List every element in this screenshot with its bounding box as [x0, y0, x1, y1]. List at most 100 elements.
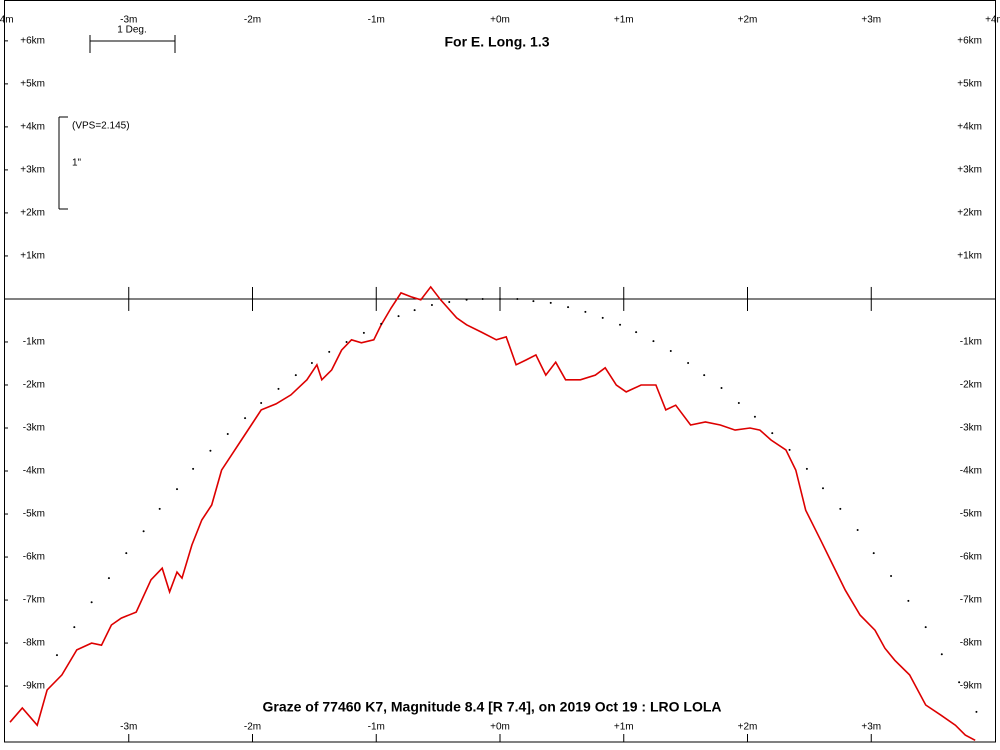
- mean-limb-dot: [294, 374, 297, 377]
- y-tick-label: +1km: [957, 251, 982, 262]
- arcsec-label: 1": [72, 158, 82, 169]
- x-tick-label: -3m: [120, 722, 137, 733]
- x-tick-label: -1m: [368, 15, 385, 26]
- mean-limb-dot: [737, 402, 740, 405]
- y-tick-label: -9km: [960, 681, 982, 692]
- y-tick-label: -8km: [960, 638, 982, 649]
- y-tick-label: +3km: [20, 165, 45, 176]
- mean-limb-dot: [499, 297, 501, 300]
- y-tick-label: -5km: [23, 509, 45, 520]
- mean-limb-dot: [380, 322, 383, 325]
- vps-label: (VPS=2.145): [72, 121, 130, 132]
- mean-limb-dot: [788, 448, 791, 451]
- mean-limb-dot: [940, 653, 943, 656]
- x-tick-label: +1m: [614, 722, 634, 733]
- x-tick-label: +3m: [861, 15, 881, 26]
- mean-limb-dot: [430, 303, 433, 306]
- mean-limb-dot: [345, 340, 348, 343]
- mean-limb-dot: [413, 309, 416, 312]
- y-tick-label: -8km: [23, 638, 45, 649]
- mean-limb-dot: [277, 387, 280, 390]
- chart-title: For E. Long. 1.3: [444, 34, 549, 50]
- mean-limb-dot: [652, 340, 655, 343]
- x-tick-label: -2m: [244, 15, 261, 26]
- mean-limb-dot: [244, 417, 247, 420]
- y-tick-label: -6km: [960, 552, 982, 563]
- mean-limb-dot: [362, 331, 365, 334]
- mean-limb-dot: [924, 626, 927, 629]
- mean-limb-dot: [821, 487, 824, 490]
- y-tick-label: +6km: [957, 36, 982, 47]
- y-tick-label: -7km: [23, 595, 45, 606]
- y-tick-label: -3km: [960, 423, 982, 434]
- chart-subtitle: Graze of 77460 K7, Magnitude 8.4 [R 7.4]…: [262, 699, 721, 715]
- mean-limb-dot: [975, 710, 978, 713]
- mean-limb-dot: [839, 507, 842, 510]
- mean-limb-dot: [567, 306, 570, 309]
- y-tick-label: -2km: [960, 380, 982, 391]
- mean-limb-dot: [601, 316, 604, 319]
- x-tick-label: +3m: [861, 722, 881, 733]
- mean-limb-dot: [856, 528, 859, 531]
- x-tick-label: +2m: [738, 15, 758, 26]
- mean-limb-dot: [310, 362, 313, 365]
- y-tick-label: -6km: [23, 552, 45, 563]
- mean-limb-dot: [907, 599, 910, 602]
- x-tick-label: +0m: [490, 15, 510, 26]
- y-tick-label: +4km: [20, 122, 45, 133]
- mean-limb-dot: [619, 323, 622, 326]
- x-tick-label: -4m: [0, 15, 14, 26]
- mean-limb-dot: [448, 300, 451, 303]
- mean-limb-dot: [669, 349, 672, 352]
- mean-limb-dot: [516, 297, 519, 300]
- y-tick-label: -9km: [23, 681, 45, 692]
- mean-limb-dot: [397, 315, 400, 318]
- x-tick-label: -3m: [120, 15, 137, 26]
- mean-limb-dot: [703, 374, 706, 377]
- mean-limb-dot: [958, 681, 961, 684]
- mean-limb-dot: [55, 654, 58, 657]
- mean-limb-dot: [226, 433, 229, 436]
- y-tick-label: -5km: [960, 509, 982, 520]
- x-tick-label: -1m: [368, 722, 385, 733]
- x-tick-label: +0m: [490, 722, 510, 733]
- y-tick-label: +5km: [20, 79, 45, 90]
- mean-limb-dot: [90, 601, 93, 604]
- mean-limb-dot: [687, 362, 690, 365]
- degree-scale-label: 1 Deg.: [117, 25, 146, 36]
- mean-limb-dot: [73, 626, 76, 629]
- x-tick-label: +4m: [985, 15, 1000, 26]
- mean-limb-dot: [176, 488, 179, 491]
- mean-limb-dot: [209, 449, 212, 452]
- mean-limb-dot: [584, 310, 587, 313]
- mean-limb-dot: [125, 552, 128, 555]
- y-tick-label: -4km: [23, 466, 45, 477]
- y-tick-label: -1km: [23, 337, 45, 348]
- x-tick-label: -2m: [244, 722, 261, 733]
- y-tick-label: -2km: [23, 380, 45, 391]
- mean-limb-dot: [635, 331, 638, 334]
- y-tick-label: +5km: [957, 79, 982, 90]
- y-tick-label: +2km: [957, 208, 982, 219]
- y-tick-label: -1km: [960, 337, 982, 348]
- mean-limb-dot: [465, 298, 468, 301]
- frame: [4, 0, 996, 743]
- mean-limb-dot: [158, 507, 161, 510]
- mean-limb-dot: [260, 402, 263, 405]
- x-tick-label: +1m: [614, 15, 634, 26]
- y-tick-label: -4km: [960, 466, 982, 477]
- mean-limb-dot: [481, 297, 484, 300]
- y-tick-label: -7km: [960, 595, 982, 606]
- mean-limb-dot: [805, 467, 808, 470]
- mean-limb-dot: [872, 552, 875, 555]
- y-tick-label: -3km: [23, 423, 45, 434]
- mean-limb-dot: [720, 386, 723, 389]
- mean-limb-dot: [753, 415, 756, 418]
- mean-limb-dot: [532, 300, 535, 303]
- mean-limb-dot: [771, 432, 774, 435]
- mean-limb-dot: [192, 467, 195, 470]
- y-tick-label: +2km: [20, 208, 45, 219]
- y-tick-label: +3km: [957, 165, 982, 176]
- y-tick-label: +1km: [20, 251, 45, 262]
